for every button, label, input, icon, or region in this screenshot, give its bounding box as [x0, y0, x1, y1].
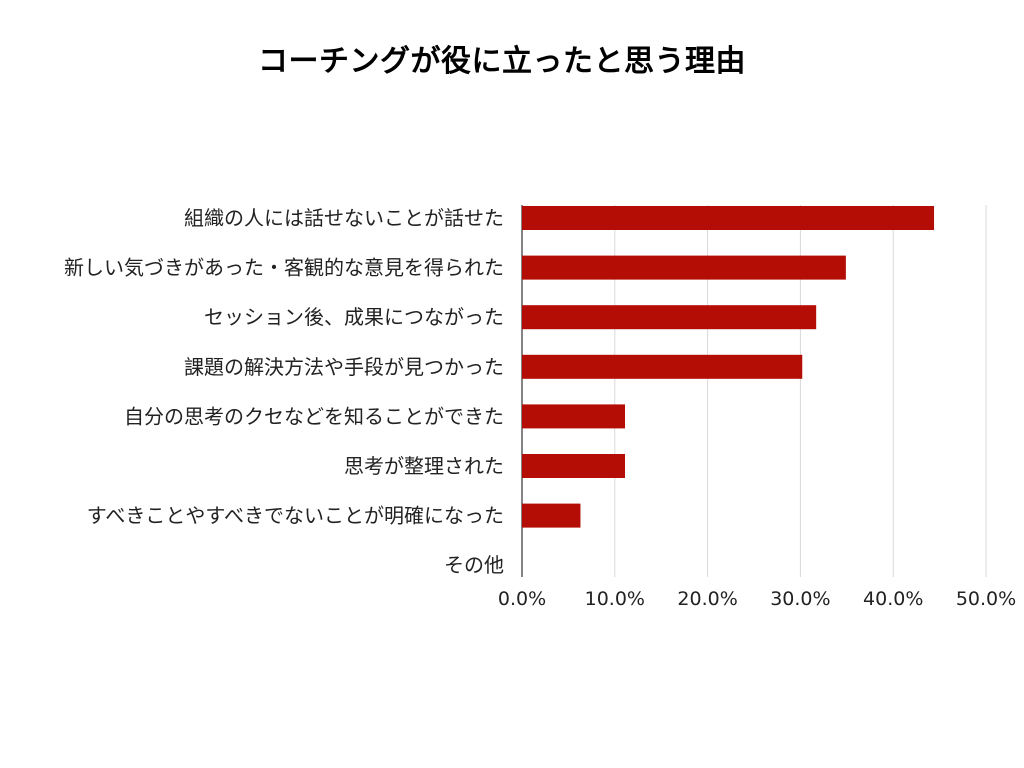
bar	[522, 503, 581, 528]
x-tick-label: 30.0%	[770, 588, 830, 610]
category-label: その他	[444, 553, 504, 577]
chart-title: コーチングが役に立ったと思う理由	[258, 44, 746, 79]
category-label: 自分の思考のクセなどを知ることができた	[124, 404, 504, 428]
category-label: 組織の人には話せないことが話せた	[184, 206, 504, 230]
category-labels: 組織の人には話せないことが話せた新しい気づきがあった・客観的な意見を得られたセッ…	[64, 206, 504, 577]
x-tick-label: 50.0%	[956, 588, 1016, 610]
x-axis-tick-labels: 0.0% 10.0% 20.0% 30.0% 40.0% 50.0%	[498, 588, 1016, 610]
bar	[522, 354, 803, 379]
category-label: セッション後、成果につながった	[204, 305, 504, 329]
x-tick-label: 10.0%	[585, 588, 645, 610]
category-label: 思考が整理された	[344, 454, 504, 478]
bar	[522, 305, 817, 330]
bar	[522, 404, 626, 429]
category-label: 課題の解決方法や手段が見つかった	[184, 355, 504, 379]
category-label: すべきことやすべきでないことが明確になった	[87, 504, 504, 528]
bars	[522, 206, 935, 528]
x-tick-label: 40.0%	[863, 588, 923, 610]
bar	[522, 454, 626, 478]
bar	[522, 255, 846, 280]
x-tick-label: 20.0%	[677, 588, 737, 610]
bar	[522, 206, 935, 230]
x-tick-label: 0.0%	[498, 588, 546, 610]
category-label: 新しい気づきがあった・客観的な意見を得られた	[64, 256, 504, 280]
